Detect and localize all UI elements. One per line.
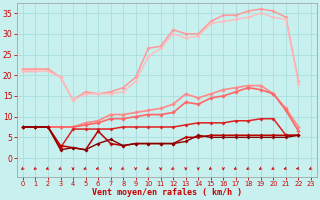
X-axis label: Vent moyen/en rafales ( km/h ): Vent moyen/en rafales ( km/h ) (92, 188, 242, 197)
